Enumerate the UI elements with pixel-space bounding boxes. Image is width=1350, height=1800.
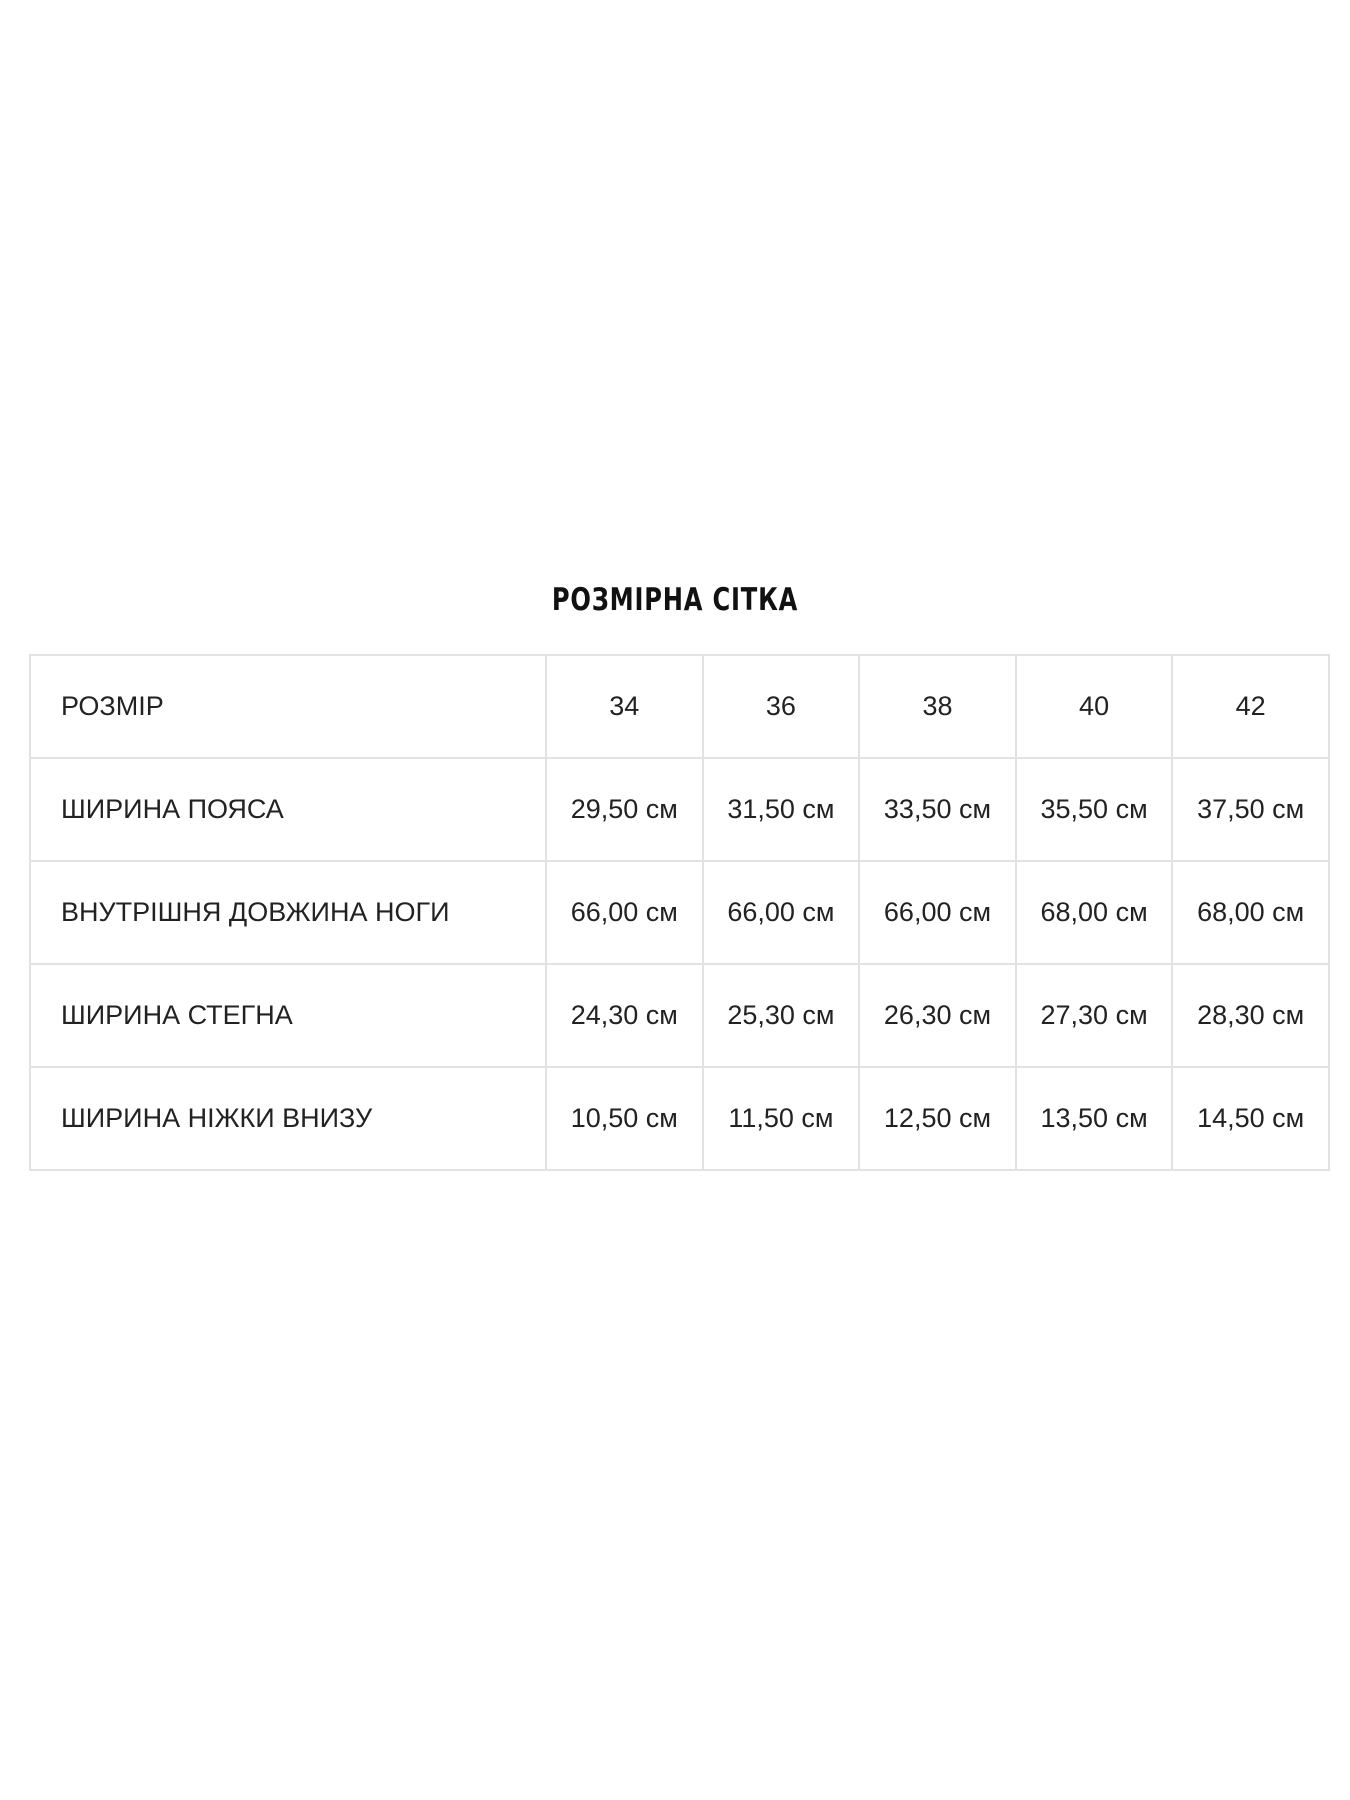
table-cell: 27,30 см [1014,963,1174,1068]
table-row: ВНУТРІШНЯ ДОВЖИНА НОГИ 66,00 см 66,00 см 66… [29,860,1330,965]
row-label: РОЗМІР [29,654,547,759]
table-cell: 68,00 см [1014,860,1174,965]
size-chart-table: РОЗМІР 34 36 38 40 42 ШИРИНА ПОЯСА 29,50 см 31,5… [29,654,1330,1171]
row-label: ШИРИНА ПОЯСА [29,757,547,862]
table-cell: 42 [1171,654,1330,759]
table-cell: 34 [545,654,704,759]
table-cell: 14,50 см [1171,1066,1330,1171]
table-cell: 11,50 см [701,1066,861,1171]
row-label: ВНУТРІШНЯ ДОВЖИНА НОГИ [29,860,547,965]
table-row: ШИРИНА ПОЯСА 29,50 см 31,50 см 33,50 см 35,5… [29,757,1330,862]
table-cell: 26,30 см [858,963,1017,1068]
table-row: ШИРИНА СТЕГНА 24,30 см 25,30 см 26,30 см 27,… [29,963,1330,1068]
table-cell: 25,30 см [701,963,861,1068]
table-cell: 28,30 см [1171,963,1330,1068]
page-title: РОЗМІРНА СІТКА [551,582,799,618]
table-cell: 40 [1014,654,1174,759]
table-cell: 66,00 см [858,860,1017,965]
row-label: ШИРИНА НІЖКИ ВНИЗУ [29,1066,547,1171]
table-cell: 33,50 см [858,757,1017,862]
table-cell: 36 [701,654,861,759]
table-cell: 35,50 см [1014,757,1174,862]
table-cell: 24,30 см [545,963,704,1068]
table-cell: 13,50 см [1014,1066,1174,1171]
table-cell: 12,50 см [858,1066,1017,1171]
table-cell: 10,50 см [545,1066,704,1171]
table-cell: 38 [858,654,1017,759]
table-cell: 29,50 см [545,757,704,862]
table-row: ШИРИНА НІЖКИ ВНИЗУ 10,50 см 11,50 см 12,50 … [29,1066,1330,1171]
row-label: ШИРИНА СТЕГНА [29,963,547,1068]
table-cell: 31,50 см [701,757,861,862]
table-cell: 37,50 см [1171,757,1330,862]
table-cell: 68,00 см [1171,860,1330,965]
table-cell: 66,00 см [545,860,704,965]
table-cell: 66,00 см [701,860,861,965]
table-header-row: РОЗМІР 34 36 38 40 42 [29,654,1330,759]
